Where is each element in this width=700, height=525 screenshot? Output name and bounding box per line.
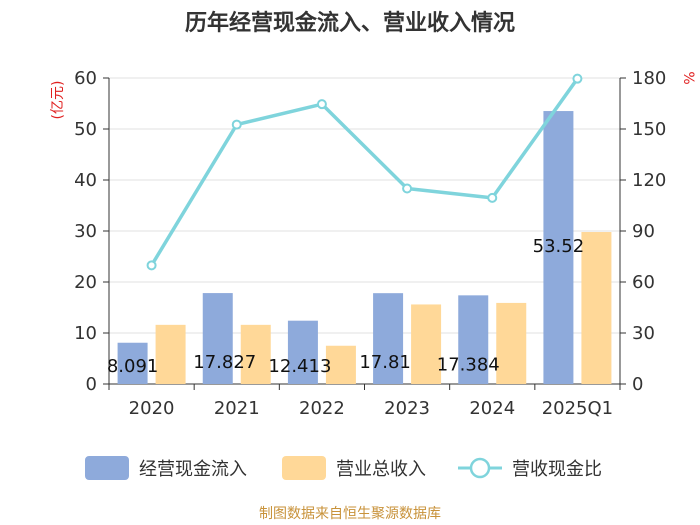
right-tick-label: 150 <box>632 119 666 140</box>
bar-cash-inflow[interactable] <box>202 293 233 384</box>
bar-cash-inflow[interactable] <box>543 111 574 384</box>
x-tick-label: 2022 <box>299 398 345 419</box>
source-note: 制图数据来自恒生聚源数据库 <box>259 506 441 522</box>
right-axis-unit: % <box>680 71 696 84</box>
legend-label-ratio[interactable]: 营收现金比 <box>512 459 602 480</box>
right-tick-label: 30 <box>632 323 655 344</box>
data-labels: 8.091 17.827 12.413 17.81 17.384 53.52 <box>107 236 584 377</box>
bar-cash-inflow[interactable] <box>373 293 404 384</box>
ratio-line-path <box>150 77 579 267</box>
ratio-point[interactable] <box>146 260 157 271</box>
right-tick-label: 60 <box>632 272 655 293</box>
ratio-point[interactable] <box>572 73 583 84</box>
x-tick-label: 2025Q1 <box>542 398 613 419</box>
legend-label-revenue[interactable]: 营业总收入 <box>336 459 426 480</box>
axes: 0 10 20 30 40 50 60 0 30 60 90 120 150 180 2020 2021 202… <box>74 68 666 419</box>
bars <box>117 111 612 384</box>
bar-revenue[interactable] <box>581 232 612 384</box>
ratio-point[interactable] <box>316 99 327 110</box>
left-tick-label: 50 <box>74 119 97 140</box>
left-tick-label: 10 <box>74 323 97 344</box>
grid-lines <box>109 77 620 334</box>
ratio-line <box>146 73 583 271</box>
legend-swatch-revenue[interactable] <box>282 456 326 480</box>
left-tick-label: 40 <box>74 170 97 191</box>
x-tick-label: 2021 <box>214 398 260 419</box>
legend-label-cash-inflow[interactable]: 经营现金流入 <box>139 459 247 480</box>
bar-cash-inflow[interactable] <box>287 320 318 384</box>
legend-swatch-cash-inflow[interactable] <box>85 456 129 480</box>
legend-swatch-ratio-marker[interactable] <box>469 457 491 479</box>
bar-revenue[interactable] <box>240 324 271 384</box>
bar-revenue[interactable] <box>496 302 527 384</box>
ratio-point[interactable] <box>231 119 242 130</box>
left-tick-label: 30 <box>74 221 97 242</box>
x-tick-label: 2020 <box>129 398 175 419</box>
data-label-cash-inflow: 53.52 <box>533 236 585 257</box>
bar-cash-inflow[interactable] <box>117 342 148 384</box>
data-label-cash-inflow: 8.091 <box>107 356 159 377</box>
right-tick-label: 180 <box>632 68 666 89</box>
ratio-point[interactable] <box>402 183 413 194</box>
legend[interactable]: 经营现金流入 营业总收入 营收现金比 <box>85 456 602 480</box>
left-tick-label: 0 <box>86 374 97 395</box>
right-tick-label: 120 <box>632 170 666 191</box>
x-tick-label: 2023 <box>384 398 430 419</box>
right-tick-label: 0 <box>632 374 643 395</box>
bar-cash-inflow[interactable] <box>458 295 489 384</box>
data-label-cash-inflow: 17.827 <box>193 352 256 373</box>
left-tick-label: 60 <box>74 68 97 89</box>
chart-title: 历年经营现金流入、营业收入情况 <box>185 10 515 36</box>
right-tick-label: 90 <box>632 221 655 242</box>
x-tick-label: 2024 <box>469 398 515 419</box>
bar-revenue[interactable] <box>155 324 186 384</box>
data-label-cash-inflow: 12.413 <box>268 356 331 377</box>
data-label-cash-inflow: 17.81 <box>359 352 411 373</box>
bar-revenue[interactable] <box>411 304 442 384</box>
left-tick-label: 20 <box>74 272 97 293</box>
data-label-cash-inflow: 17.384 <box>437 354 500 375</box>
left-axis-unit: (亿元) <box>50 81 66 120</box>
bar-revenue[interactable] <box>325 345 356 384</box>
ratio-point[interactable] <box>487 192 498 203</box>
